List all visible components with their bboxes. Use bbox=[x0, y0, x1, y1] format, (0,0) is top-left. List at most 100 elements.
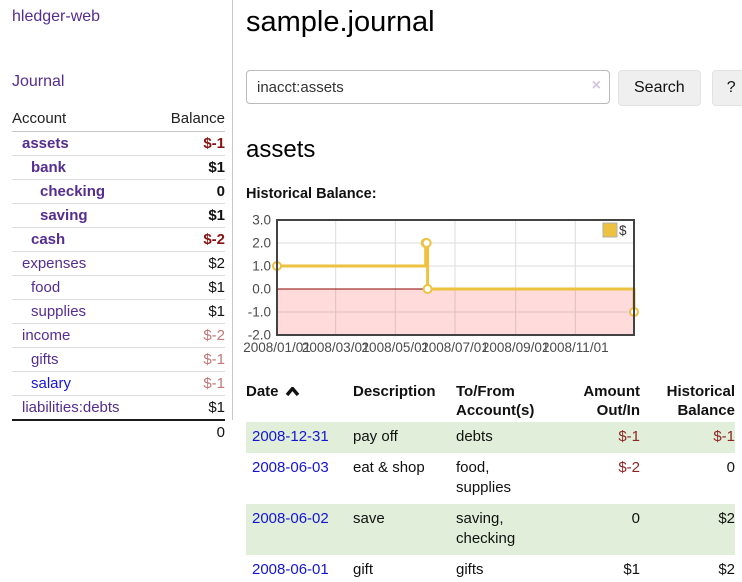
account-balance: $-1 bbox=[203, 375, 225, 392]
transaction-date-link[interactable]: 2008-12-31 bbox=[252, 428, 329, 445]
sidebar-account-food[interactable]: food bbox=[31, 279, 61, 296]
sidebar-account-assets[interactable]: assets bbox=[22, 135, 69, 152]
account-balance: $1 bbox=[208, 303, 225, 320]
account-balance: $1 bbox=[208, 159, 225, 176]
svg-text:1.0: 1.0 bbox=[252, 259, 271, 274]
transactions-table-body: 2008-12-31 pay off debts $-1 $-1 2008-06-03 ea… bbox=[246, 422, 735, 582]
svg-text:2008/03/01: 2008/03/01 bbox=[302, 340, 370, 355]
transaction-row: 2008-12-31 pay off debts $-1 $-1 bbox=[246, 422, 735, 453]
accounts-header-balance: Balance bbox=[170, 110, 225, 127]
transaction-row: 2008-06-01 gift gifts $1 $2 bbox=[246, 555, 735, 582]
svg-text:3.0: 3.0 bbox=[252, 213, 271, 228]
account-row: cash $-2 bbox=[12, 228, 225, 252]
account-balance: $1 bbox=[208, 207, 225, 224]
help-button[interactable]: ? bbox=[711, 70, 742, 106]
search-form: × Search ? bbox=[246, 70, 742, 106]
transaction-accounts: food, supplies bbox=[456, 459, 512, 496]
svg-text:2.0: 2.0 bbox=[252, 236, 271, 251]
accounts-table-body: assets $-1 bank $1 checking 0 saving $1 cash $-2 e… bbox=[12, 132, 225, 420]
account-row: supplies $1 bbox=[12, 300, 225, 324]
svg-text:0.0: 0.0 bbox=[252, 282, 271, 297]
account-balance: $-1 bbox=[203, 351, 225, 368]
transaction-description: save bbox=[353, 510, 385, 527]
search-button[interactable]: Search bbox=[618, 70, 701, 106]
main-content: sample.journal × Search ? assets Histori… bbox=[243, 0, 742, 582]
transaction-balance: $2 bbox=[718, 510, 735, 527]
account-row: income $-2 bbox=[12, 324, 225, 348]
svg-text:$: $ bbox=[619, 223, 627, 238]
col-header-description[interactable]: Description bbox=[353, 383, 436, 400]
sidebar: hledger-web Journal Account Balance asse… bbox=[0, 0, 232, 444]
account-row: checking 0 bbox=[12, 180, 225, 204]
account-row: bank $1 bbox=[12, 156, 225, 180]
sidebar-account-cash[interactable]: cash bbox=[31, 231, 66, 248]
col-header-accounts[interactable]: To/From Account(s) bbox=[456, 383, 535, 419]
account-balance: $-2 bbox=[203, 327, 225, 344]
transaction-row: 2008-06-03 eat & shop food, supplies $-2 0 bbox=[246, 453, 735, 504]
account-row: liabilities:debts $1 bbox=[12, 396, 225, 420]
transaction-accounts: saving, checking bbox=[456, 510, 516, 547]
sidebar-account-salary[interactable]: salary bbox=[31, 375, 72, 392]
account-row: salary $-1 bbox=[12, 372, 225, 396]
svg-text:2008/07/01: 2008/07/01 bbox=[421, 340, 489, 355]
accounts-total: 0 bbox=[216, 424, 225, 441]
account-row: saving $1 bbox=[12, 204, 225, 228]
transaction-date-link[interactable]: 2008-06-03 bbox=[252, 459, 329, 476]
transaction-amount: 0 bbox=[631, 510, 640, 527]
col-header-balance[interactable]: Historical Balance bbox=[666, 383, 735, 419]
page-title: sample.journal bbox=[246, 6, 435, 38]
transaction-description: eat & shop bbox=[353, 459, 425, 476]
transaction-row: 2008-06-02 save saving, checking 0 $2 bbox=[246, 504, 735, 555]
account-row: assets $-1 bbox=[12, 132, 225, 156]
sidebar-account-gifts[interactable]: gifts bbox=[31, 351, 59, 368]
col-header-amount[interactable]: Amount Out/In bbox=[583, 383, 640, 419]
transactions-table: Date Description To/From Account(s) Amou… bbox=[246, 380, 735, 582]
sidebar-account-saving[interactable]: saving bbox=[40, 207, 88, 224]
account-balance: $-2 bbox=[203, 231, 225, 248]
transaction-balance: 0 bbox=[726, 459, 735, 476]
sidebar-account-liabilities-debts[interactable]: liabilities:debts bbox=[22, 399, 120, 416]
transaction-date-link[interactable]: 2008-06-02 bbox=[252, 510, 329, 527]
account-title: assets bbox=[246, 136, 316, 163]
transaction-date-link[interactable]: 2008-06-01 bbox=[252, 561, 329, 578]
sidebar-divider bbox=[232, 0, 233, 420]
account-row: expenses $2 bbox=[12, 252, 225, 276]
transaction-accounts: debts bbox=[456, 428, 493, 445]
brand-link[interactable]: hledger-web bbox=[12, 8, 101, 25]
sidebar-account-supplies[interactable]: supplies bbox=[31, 303, 87, 320]
svg-text:-1.0: -1.0 bbox=[248, 305, 271, 320]
transaction-accounts: gifts bbox=[456, 561, 484, 578]
sidebar-account-checking[interactable]: checking bbox=[40, 183, 106, 200]
account-balance: $1 bbox=[208, 399, 225, 416]
accounts-header-account: Account bbox=[12, 110, 67, 127]
transaction-description: pay off bbox=[353, 428, 398, 445]
chart-section-label: Historical Balance: bbox=[246, 186, 377, 202]
transaction-amount: $1 bbox=[623, 561, 640, 578]
account-row: gifts $-1 bbox=[12, 348, 225, 372]
search-input[interactable] bbox=[246, 70, 610, 104]
historical-balance-chart: 3.0 2.0 1.0 0.0 -1.0 -2.0 2008/01/01 2008/03/01… bbox=[243, 213, 742, 359]
transaction-amount: $-1 bbox=[618, 428, 640, 445]
svg-text:2008/11/01: 2008/11/01 bbox=[542, 340, 609, 355]
account-balance: $-1 bbox=[203, 135, 225, 152]
sort-ascending-icon bbox=[285, 382, 300, 401]
svg-text:2008/09/01: 2008/09/01 bbox=[482, 340, 550, 355]
account-row: food $1 bbox=[12, 276, 225, 300]
svg-text:-2.0: -2.0 bbox=[248, 328, 271, 343]
transaction-amount: $-2 bbox=[618, 459, 640, 476]
sidebar-account-expenses[interactable]: expenses bbox=[22, 255, 87, 272]
account-balance: 0 bbox=[216, 183, 225, 200]
svg-text:2008/05/01: 2008/05/01 bbox=[362, 340, 430, 355]
col-header-date[interactable]: Date bbox=[246, 380, 345, 422]
account-balance: $1 bbox=[208, 279, 225, 296]
sidebar-account-bank[interactable]: bank bbox=[31, 159, 67, 176]
accounts-total-spacer bbox=[12, 420, 154, 444]
transaction-balance: $2 bbox=[718, 561, 735, 578]
transaction-description: gift bbox=[353, 561, 374, 578]
sidebar-account-income[interactable]: income bbox=[22, 327, 71, 344]
transaction-balance: $-1 bbox=[713, 428, 735, 445]
sidebar-item-journal[interactable]: Journal bbox=[12, 73, 65, 90]
clear-search-icon[interactable]: × bbox=[591, 77, 601, 94]
svg-text:2008/01/01: 2008/01/01 bbox=[243, 340, 311, 355]
